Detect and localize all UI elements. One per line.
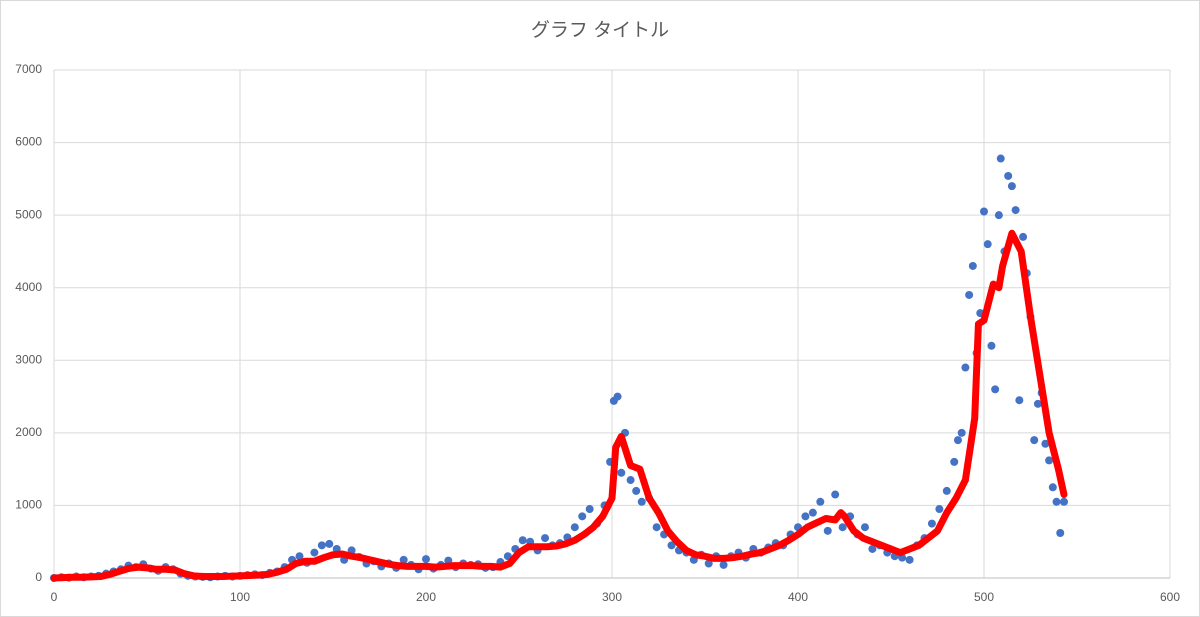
point: [996, 154, 1005, 163]
point: [317, 541, 326, 550]
point: [987, 341, 996, 350]
point: [626, 476, 635, 485]
point: [667, 541, 676, 550]
x-tick-label: 600: [1160, 590, 1180, 604]
point: [801, 512, 810, 521]
x-tick-label: 400: [788, 590, 808, 604]
point: [968, 261, 977, 270]
y-tick-label: 7000: [15, 62, 42, 76]
y-tick-label: 4000: [15, 280, 42, 294]
point: [927, 519, 936, 528]
point: [325, 539, 334, 548]
y-tick-label: 0: [35, 570, 42, 584]
y-tick-label: 5000: [15, 207, 42, 221]
point: [983, 240, 992, 249]
point: [991, 385, 1000, 394]
point: [613, 392, 622, 401]
point: [422, 555, 430, 564]
point: [838, 523, 847, 532]
point: [950, 457, 959, 466]
point: [1007, 182, 1016, 191]
point: [935, 505, 944, 514]
x-tick-label: 100: [230, 590, 250, 604]
point: [295, 552, 304, 561]
point: [570, 523, 579, 532]
point: [816, 497, 825, 506]
point: [965, 290, 974, 299]
x-tick-label: 0: [51, 590, 58, 604]
point: [704, 559, 713, 568]
line: [50, 229, 1068, 582]
y-tick-label: 2000: [15, 425, 42, 439]
point: [961, 363, 970, 372]
point: [1045, 456, 1054, 465]
point: [942, 486, 951, 495]
point: [541, 534, 550, 543]
point: [1056, 529, 1065, 538]
y-tick-label: 3000: [15, 352, 42, 366]
point: [957, 428, 966, 437]
x-tick-label: 300: [602, 590, 622, 604]
point: [399, 555, 408, 564]
point: [719, 560, 728, 569]
point: [953, 436, 962, 445]
point: [617, 468, 626, 477]
point: [868, 544, 877, 553]
point: [1059, 497, 1068, 506]
point: [1030, 436, 1039, 445]
point: [1015, 396, 1024, 405]
point: [1004, 171, 1013, 180]
point: [1048, 483, 1057, 492]
point: [1033, 399, 1042, 408]
point: [310, 548, 319, 557]
x-tick-label: 200: [416, 590, 436, 604]
point: [1041, 439, 1050, 448]
point: [637, 497, 646, 506]
point: [980, 207, 988, 216]
point: [518, 536, 527, 545]
chart-title: グラフ タイトル: [531, 19, 669, 41]
point: [1019, 232, 1028, 241]
point: [831, 490, 840, 499]
point: [808, 508, 817, 517]
point: [578, 512, 587, 521]
point: [1011, 206, 1020, 215]
point: [823, 526, 832, 535]
point: [860, 523, 869, 532]
point: [1052, 497, 1061, 506]
point: [652, 523, 661, 532]
y-tick-label: 1000: [15, 498, 42, 512]
point: [994, 211, 1003, 220]
point: [585, 505, 594, 514]
point: [905, 555, 914, 564]
x-tick-label: 500: [974, 590, 994, 604]
y-tick-label: 6000: [15, 135, 42, 149]
point: [632, 486, 641, 495]
